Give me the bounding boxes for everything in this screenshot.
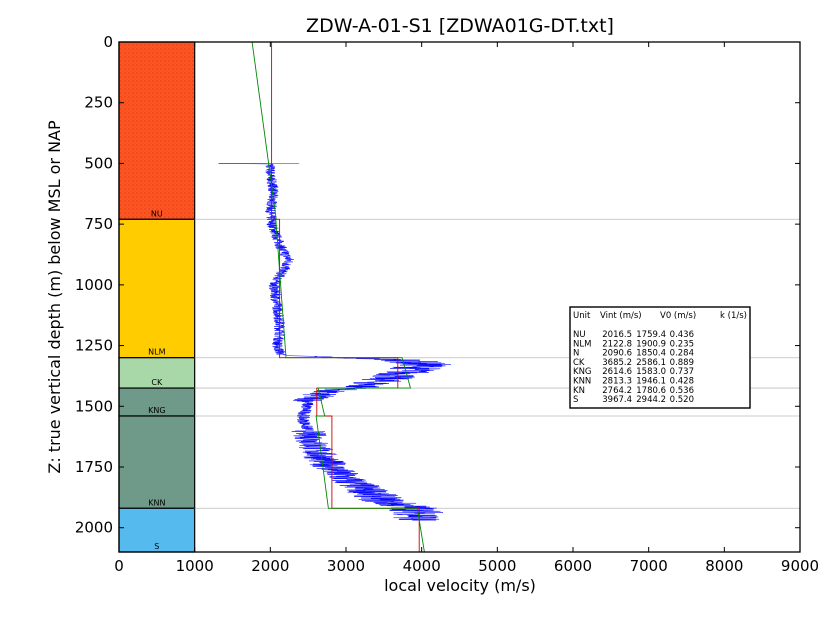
y-tick-label: 0 [103, 33, 113, 51]
legend-row-k: 0.536 [670, 386, 694, 396]
y-axis-label: Z: true vertical depth (m) below MSL or … [45, 120, 64, 474]
legend-row-k: 0.235 [670, 339, 694, 349]
x-tick-label: 7000 [630, 557, 668, 575]
x-tick-label: 4000 [403, 557, 441, 575]
velocity-log-series [218, 163, 452, 521]
data-layer [218, 42, 452, 552]
y-tick-label: 500 [84, 154, 113, 172]
legend-row-unit: NU [573, 330, 586, 340]
legend-row-v0: 1900.9 [636, 339, 666, 349]
x-tick-label: 5000 [478, 557, 516, 575]
legend-row-vint: 2090.6 [602, 349, 632, 359]
legend-row-vint: 3685.2 [602, 358, 632, 368]
interval-velocity-series [271, 42, 420, 552]
y-tick-label: 1000 [75, 276, 113, 294]
y-tick-label: 250 [84, 94, 113, 112]
legend-row-v0: 2586.1 [636, 358, 666, 368]
legend-row-vint: 2016.5 [602, 330, 632, 340]
legend-row-k: 0.737 [670, 367, 694, 377]
legend-row-vint: 2614.6 [602, 367, 632, 377]
legend-row-unit: NLM [573, 339, 591, 349]
unit-label-nu: NU [151, 209, 163, 218]
x-tick-label: 3000 [327, 557, 365, 575]
chart-title: ZDW-A-01-S1 [ZDWA01G-DT.txt] [306, 15, 614, 37]
legend-row-v0: 2944.2 [636, 395, 666, 405]
stratigraphic-column: NU NLM CK KNG KNN S [118, 41, 196, 553]
unit-block-ck [118, 357, 196, 389]
plot-frame [118, 41, 801, 553]
legend-header-k: k (1/s) [720, 311, 747, 321]
unit-label-kng: KNG [148, 406, 165, 415]
legend-row-unit: KNN [573, 377, 591, 387]
x-tick-label: 0 [114, 557, 124, 575]
legend-row-unit: CK [573, 358, 585, 368]
y-tick-label: 1500 [75, 397, 113, 415]
x-axis: 0 1000 2000 3000 4000 5000 6000 7000 8000 9000 [114, 42, 819, 575]
legend-row-k: 0.889 [670, 358, 694, 368]
legend-row-v0: 1780.6 [636, 386, 666, 396]
unit-pattern-nu [119, 42, 195, 220]
linear-trend-series [251, 42, 425, 552]
unit-block-nlm [118, 218, 196, 359]
legend-row-unit: N [573, 349, 579, 359]
legend-row-unit: KNG [573, 367, 592, 377]
legend-header-vint: Vint (m/s) [600, 311, 642, 321]
unit-label-ck: CK [151, 378, 163, 387]
unit-block-knn [118, 415, 196, 509]
x-tick-label: 6000 [554, 557, 592, 575]
legend-row-k: 0.436 [670, 330, 694, 340]
y-tick-label: 1750 [75, 458, 113, 476]
legend-row-v0: 1850.4 [636, 349, 666, 359]
y-tick-label: 750 [84, 215, 113, 233]
legend-row-unit: KN [573, 386, 585, 396]
unit-label-nlm: NLM [148, 348, 165, 357]
unit-label-s: S [154, 542, 159, 551]
legend-row-vint: 2813.3 [602, 377, 632, 387]
legend-row-k: 0.284 [670, 349, 694, 359]
legend-table: Unit Vint (m/s) V0 (m/s) k (1/s) NU 2016.5 175… [569, 306, 751, 409]
y-axis: 0 250 500 750 1000 1250 1500 1750 2000 [75, 33, 800, 537]
x-tick-label: 9000 [781, 557, 819, 575]
legend-header-v0: V0 (m/s) [660, 311, 696, 321]
legend-row-v0: 1759.4 [636, 330, 666, 340]
x-tick-label: 2000 [251, 557, 289, 575]
y-tick-label: 1250 [75, 337, 113, 355]
legend-row-vint: 3967.4 [602, 395, 632, 405]
x-axis-label: local velocity (m/s) [384, 576, 536, 595]
legend-row-unit: S [573, 395, 578, 405]
legend-box [569, 306, 751, 409]
legend-row-vint: 2764.2 [602, 386, 632, 396]
legend-row-v0: 1946.1 [636, 377, 666, 387]
unit-block-s [118, 507, 196, 553]
y-tick-label: 2000 [75, 519, 113, 537]
x-tick-label: 1000 [176, 557, 214, 575]
legend-row-vint: 2122.8 [602, 339, 632, 349]
x-tick-label: 8000 [705, 557, 743, 575]
legend-row-k: 0.520 [670, 395, 694, 405]
unit-label-knn: KNN [148, 498, 165, 507]
legend-row-k: 0.428 [670, 377, 694, 387]
legend-header-unit: Unit [573, 311, 591, 321]
legend-row-v0: 1583.0 [636, 367, 666, 377]
